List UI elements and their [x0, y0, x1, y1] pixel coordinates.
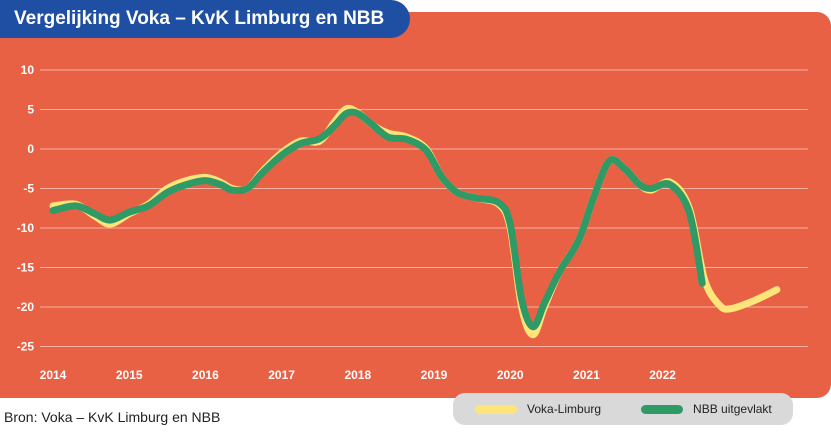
- x-tick-label: 2022: [649, 368, 676, 382]
- series-line-nbb: [49, 108, 706, 331]
- x-tick-label: 2018: [344, 368, 371, 382]
- x-tick-label: 2015: [116, 368, 143, 382]
- source-note: Bron: Voka – KvK Limburg en NBB: [4, 409, 221, 425]
- x-tick-label: 2014: [40, 368, 67, 382]
- y-axis-ticks: 10 5 0 -5 -10 -15 -20 -25: [17, 63, 35, 354]
- legend: Voka-Limburg NBB uitgevlakt: [453, 393, 793, 425]
- x-axis-ticks: 2014 2015 2016 2017 2018 2019 2020 2021 2022: [40, 368, 677, 382]
- y-tick-label: -15: [17, 261, 35, 275]
- legend-swatch-nbb: [641, 404, 684, 414]
- legend-label-voka: Voka-Limburg: [527, 402, 602, 416]
- chart-title: Vergelijking Voka – KvK Limburg en NBB: [0, 0, 410, 38]
- y-tick-label: -5: [23, 182, 34, 196]
- legend-swatch-voka: [475, 404, 517, 414]
- legend-item-voka: Voka-Limburg: [475, 402, 601, 416]
- x-tick-label: 2017: [268, 368, 295, 382]
- y-tick-label: 5: [27, 103, 34, 117]
- x-tick-label: 2019: [421, 368, 448, 382]
- chart-panel: [0, 12, 831, 398]
- x-tick-label: 2021: [573, 368, 600, 382]
- series-lines: [49, 104, 781, 339]
- y-tick-label: 0: [27, 142, 34, 156]
- y-tick-label: -10: [17, 221, 35, 235]
- legend-label-nbb: NBB uitgevlakt: [693, 402, 772, 416]
- legend-item-nbb: NBB uitgevlakt: [641, 402, 772, 416]
- y-tick-label: 10: [21, 63, 35, 77]
- y-tick-label: -25: [17, 340, 35, 354]
- x-tick-label: 2020: [497, 368, 524, 382]
- y-tick-label: -20: [17, 300, 35, 314]
- x-tick-label: 2016: [192, 368, 219, 382]
